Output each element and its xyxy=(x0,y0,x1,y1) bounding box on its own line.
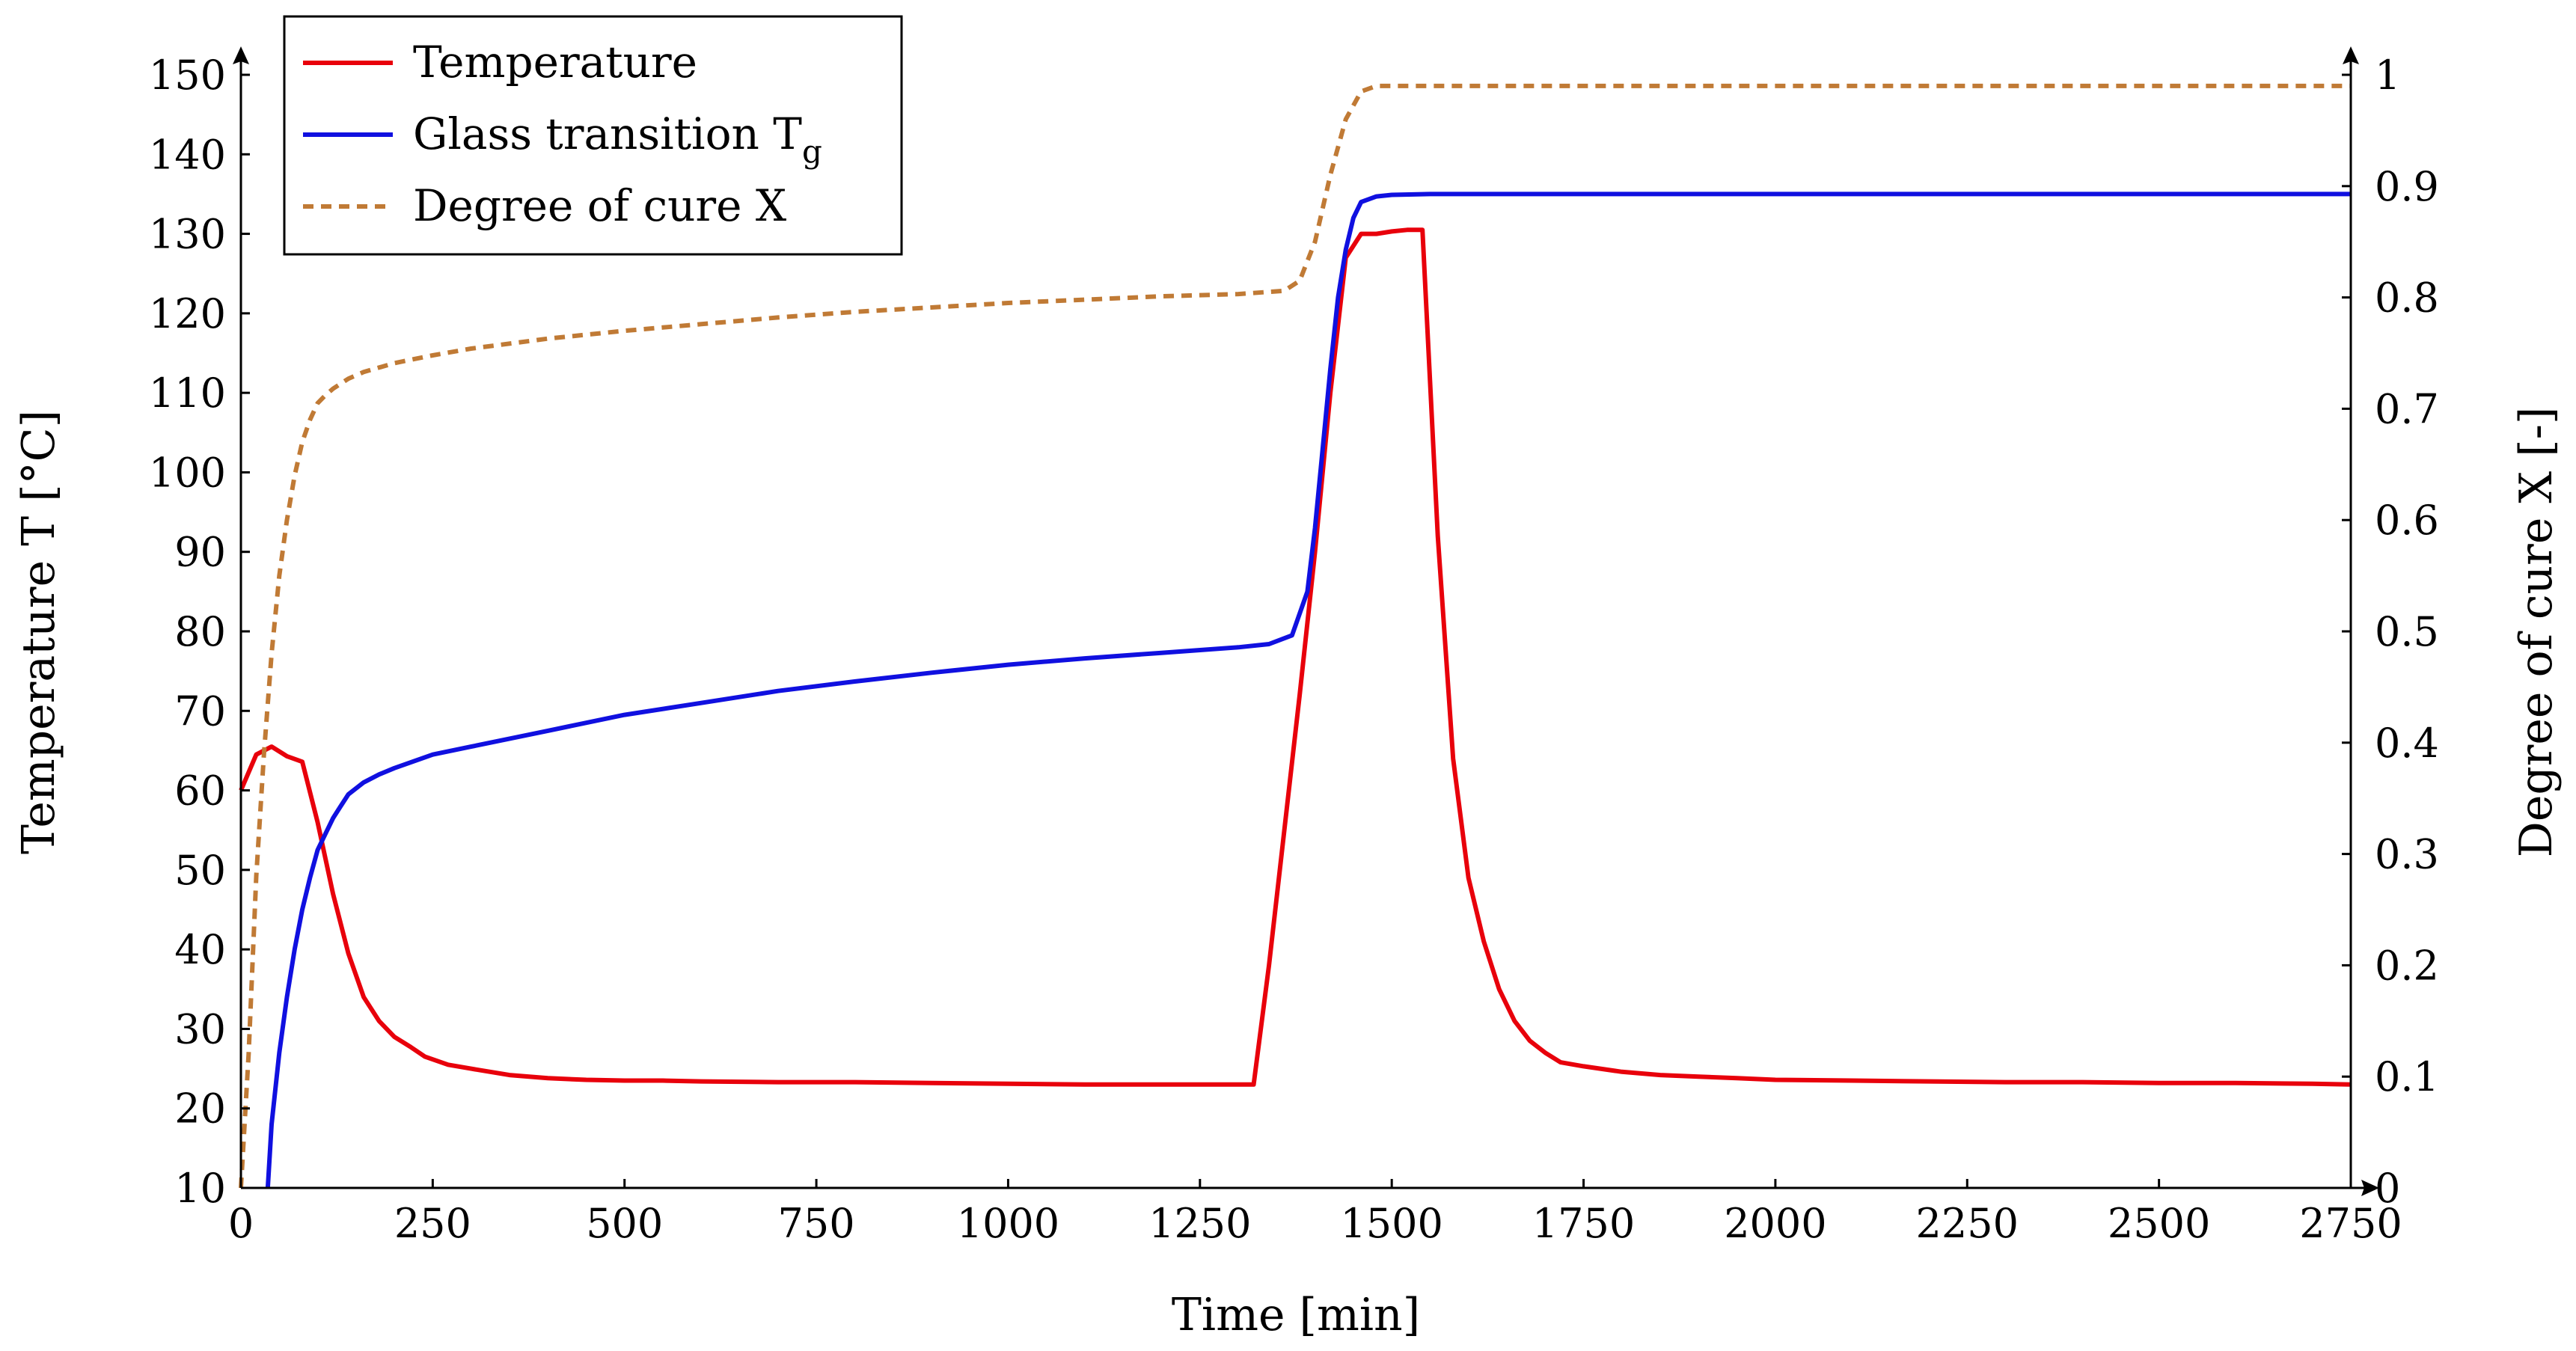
y-tick-label: 40 xyxy=(174,926,226,973)
y2-axis-arrow xyxy=(2343,46,2359,64)
legend-label-cure: Degree of cure X xyxy=(413,180,787,231)
y2-tick-label: 0.7 xyxy=(2375,385,2439,432)
y-tick-label: 90 xyxy=(174,529,226,576)
y-ticks: 10 20 30 40 50 60 70 80 90 100 110 120 130 140 150 xyxy=(149,52,250,1212)
y-tick-label: 20 xyxy=(174,1085,226,1133)
y2-tick-label: 0.1 xyxy=(2375,1053,2439,1100)
legend-label-tg-subscript: g xyxy=(802,133,822,170)
legend-label-tg: Glass transition Tg xyxy=(413,108,822,170)
axes xyxy=(233,46,2379,1196)
x-tick-label: 750 xyxy=(778,1200,855,1247)
legend: Temperature Glass transition Tg Degree o… xyxy=(283,15,903,256)
plot-lines xyxy=(239,83,2352,1189)
x-tick-label: 500 xyxy=(586,1200,663,1247)
y-axis-title: Temperature T [°C] xyxy=(13,410,65,854)
y-tick-label: 140 xyxy=(149,131,226,178)
y2-axis-title: Degree of cure X [-] xyxy=(2510,407,2563,858)
y-tick-label: 30 xyxy=(174,1005,226,1053)
x-ticks: 0 250 500 750 1000 1250 1500 1750 2000 2250 2500 27… xyxy=(228,1179,2402,1247)
x-tick-label: 0 xyxy=(228,1200,254,1247)
y2-tick-label: 0.9 xyxy=(2375,163,2439,210)
y2-tick-label: 0.6 xyxy=(2375,497,2439,544)
x-tick-label: 1250 xyxy=(1148,1200,1251,1247)
x-tick-label: 2250 xyxy=(1916,1200,2019,1247)
y2-tick-label: 1 xyxy=(2375,52,2400,99)
y2-tick-label: 0.8 xyxy=(2375,275,2439,322)
x-tick-label: 1750 xyxy=(1532,1200,1635,1247)
series-line-temperature xyxy=(239,227,2352,1087)
series-line-cure xyxy=(239,83,2351,1189)
x-axis-arrow xyxy=(2361,1180,2379,1196)
y2-tick-label: 0.3 xyxy=(2375,831,2439,878)
x-tick-label: 1000 xyxy=(957,1200,1059,1247)
y2-ticks: 0 0.1 0.2 0.3 0.4 0.5 0.6 0.7 0.8 0.9 1 xyxy=(2342,52,2439,1212)
y-tick-label: 100 xyxy=(149,449,226,496)
y-tick-label: 110 xyxy=(149,370,226,417)
legend-label-temperature: Temperature xyxy=(413,37,697,88)
y-tick-label: 150 xyxy=(149,52,226,99)
y-axis-arrow xyxy=(233,46,249,64)
series-line-tg xyxy=(265,192,2351,1189)
y-tick-label: 50 xyxy=(174,847,226,894)
x-axis-title: Time [min] xyxy=(1172,1289,1420,1341)
x-tick-label: 1500 xyxy=(1340,1200,1443,1247)
x-tick-label: 2000 xyxy=(1724,1200,1826,1247)
y2-tick-label: 0 xyxy=(2375,1165,2400,1212)
x-tick-label: 250 xyxy=(394,1200,471,1247)
x-tick-label: 2750 xyxy=(2299,1200,2402,1247)
y2-tick-label: 0.5 xyxy=(2375,608,2439,655)
y-tick-label: 120 xyxy=(149,290,226,337)
y-tick-label: 60 xyxy=(174,768,226,815)
y-tick-label: 80 xyxy=(174,608,226,655)
y2-tick-label: 0.2 xyxy=(2375,942,2439,989)
y-tick-label: 130 xyxy=(149,211,226,258)
x-tick-label: 2500 xyxy=(2108,1200,2210,1247)
y2-tick-label: 0.4 xyxy=(2375,720,2439,767)
y-tick-label: 70 xyxy=(174,687,226,735)
legend-label-tg-main: Glass transition T xyxy=(413,108,802,159)
y-tick-label: 10 xyxy=(174,1165,226,1212)
